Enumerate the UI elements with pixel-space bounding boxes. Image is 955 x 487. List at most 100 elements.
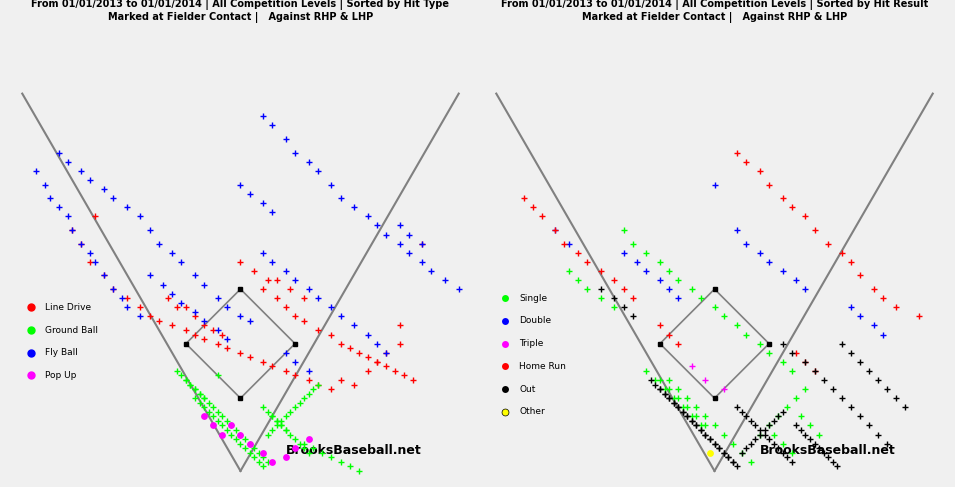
Point (169, 367, 184, 375)
Point (807, 440, 822, 448)
Point (65, 226, 80, 234)
Point (652, 276, 668, 284)
Point (301, 435, 316, 443)
Point (370, 358, 385, 366)
Point (702, 435, 717, 443)
Point (606, 303, 622, 311)
Point (761, 422, 776, 430)
Point (51, 149, 66, 157)
Point (347, 204, 362, 211)
Point (775, 267, 791, 275)
Title: Miguel Cabrera (Detroit Tigers): Spray Chart
From 01/01/2013 to 01/01/2014 | All: Miguel Cabrera (Detroit Tigers): Spray C… (500, 0, 928, 23)
Point (662, 394, 677, 402)
Point (652, 258, 668, 266)
Point (761, 181, 776, 188)
Point (265, 412, 280, 420)
Point (260, 276, 275, 284)
Point (739, 158, 754, 166)
Point (812, 431, 827, 438)
Point (516, 194, 531, 202)
Point (730, 403, 745, 411)
Point (269, 417, 285, 425)
Point (210, 417, 225, 425)
Point (716, 431, 732, 438)
Point (246, 267, 262, 275)
Point (666, 394, 681, 402)
Point (548, 226, 563, 234)
Point (853, 313, 868, 320)
Point (205, 422, 221, 430)
Point (269, 422, 285, 430)
Point (220, 417, 235, 425)
Point (187, 385, 202, 393)
Point (675, 408, 690, 416)
Point (342, 344, 357, 352)
Point (233, 440, 248, 448)
Point (315, 449, 330, 457)
Point (242, 190, 257, 198)
Point (820, 240, 836, 247)
Point (378, 349, 393, 356)
Point (680, 394, 695, 402)
Point (265, 426, 280, 434)
Point (233, 349, 248, 356)
Text: BrooksBaseball.net: BrooksBaseball.net (286, 444, 422, 457)
Point (205, 403, 221, 411)
Point (730, 149, 745, 157)
Point (106, 285, 121, 293)
Point (880, 385, 895, 393)
Point (265, 412, 280, 420)
Point (242, 354, 257, 361)
Point (639, 367, 654, 375)
Point (830, 463, 845, 470)
Point (657, 390, 672, 397)
Point (797, 358, 813, 366)
Point (378, 349, 393, 356)
Point (392, 340, 407, 348)
Point (210, 372, 225, 379)
Point (414, 240, 430, 247)
Point (242, 440, 257, 448)
Point (757, 426, 773, 434)
Text: Fly Ball: Fly Ball (45, 348, 78, 357)
Point (816, 376, 831, 384)
Point (753, 167, 768, 175)
Point (666, 399, 681, 407)
Point (96, 272, 112, 280)
Point (570, 249, 585, 257)
Point (843, 258, 859, 266)
Point (197, 394, 212, 402)
Point (133, 212, 148, 220)
Point (256, 453, 271, 461)
Point (675, 403, 690, 411)
Point (274, 417, 289, 425)
Point (748, 422, 763, 430)
Point (779, 403, 795, 411)
Point (197, 412, 212, 420)
Point (789, 394, 804, 402)
Point (707, 181, 722, 188)
Point (301, 449, 316, 457)
Point (378, 231, 393, 239)
Point (164, 321, 180, 329)
Point (652, 376, 668, 384)
Point (296, 440, 311, 448)
Point (451, 285, 466, 293)
Point (292, 399, 308, 407)
Point (753, 426, 768, 434)
Point (698, 431, 713, 438)
Point (797, 431, 813, 438)
Point (310, 326, 326, 334)
Point (301, 158, 316, 166)
Point (179, 376, 194, 384)
Point (333, 340, 349, 348)
Point (278, 267, 293, 275)
Point (629, 258, 645, 266)
Point (96, 185, 112, 193)
Point (197, 403, 212, 411)
Point (210, 340, 225, 348)
Point (378, 362, 393, 370)
Point (861, 367, 877, 375)
Point (775, 358, 791, 366)
Point (287, 435, 303, 443)
